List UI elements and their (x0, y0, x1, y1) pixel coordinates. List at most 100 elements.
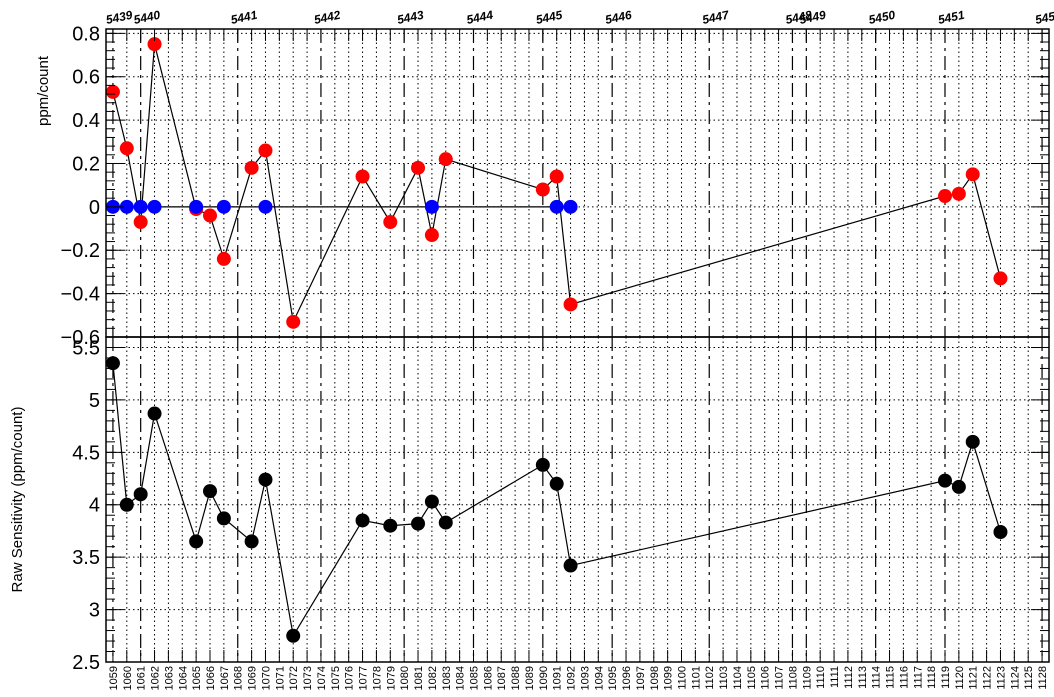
x-tick-label: 1086 (482, 666, 494, 690)
x-tick-label: 1103 (718, 666, 730, 690)
plot-frame (105, 336, 1050, 663)
x-tick-label: 1113 (857, 666, 869, 689)
data-point (424, 494, 439, 509)
x-tick-label: 1119 (940, 666, 952, 689)
x-tick-label: 1082 (427, 666, 439, 690)
x-tick-label: 1091 (552, 666, 564, 690)
data-point (355, 513, 370, 528)
data-point (993, 271, 1008, 286)
data-point (189, 199, 204, 214)
run-label: 5453 (1034, 8, 1054, 27)
data-point (563, 199, 578, 214)
x-tick-label: 1097 (635, 666, 647, 690)
x-tick-label: 1109 (801, 666, 813, 690)
x-tick-label: 1122 (982, 666, 994, 690)
x-tick-label: 1123 (995, 666, 1007, 690)
y-tick-label: −0.4 (61, 284, 100, 306)
labels-layer: −0.6 −0.4 −0.2 0 0.2 0.4 0.6 0.8 ppm/count 2.5 3 3.… (9, 7, 1054, 690)
data-point (216, 511, 231, 526)
y-tick-label: 0.6 (72, 67, 100, 89)
x-tick-label: 1084 (455, 666, 467, 690)
data-point (133, 215, 148, 230)
x-tick-label: 1076 (344, 666, 356, 690)
data-point (133, 487, 148, 502)
data-point (424, 228, 439, 243)
x-tick-label: 1120 (954, 666, 966, 690)
x-tick-label: 1098 (649, 666, 661, 690)
x-tick-label: 1128 (1037, 666, 1049, 690)
data-point (937, 473, 952, 488)
x-tick-label: 1090 (538, 666, 550, 690)
x-tick-label: 1117 (912, 666, 924, 689)
y-tick-label: 2.5 (72, 652, 100, 674)
data-point (438, 152, 453, 167)
x-tick-label: 1063 (163, 666, 175, 690)
y-tick-label: 0 (89, 197, 100, 219)
x-tick-label: 1102 (704, 666, 716, 690)
data-point (133, 199, 148, 214)
x-tick-label: 1066 (205, 666, 217, 690)
x-tick-label: 1124 (1009, 666, 1021, 690)
data-point (549, 476, 564, 491)
x-tick-label: 1085 (468, 666, 480, 690)
y-tick-label: 4.5 (72, 442, 100, 464)
data-point (383, 215, 398, 230)
run-label: 5448 (784, 8, 813, 27)
data-point (355, 169, 370, 184)
x-tick-label: 1074 (316, 666, 328, 690)
x-tick-label: 1069 (247, 666, 259, 690)
x-tick-label: 1108 (787, 666, 799, 690)
x-tick-label: 1110 (815, 666, 827, 689)
data-point (147, 406, 162, 421)
y-axis-label: Raw Sensitivity (ppm/count) (9, 407, 26, 593)
y-tick-label: 3.5 (72, 547, 100, 569)
x-tick-label: 1068 (233, 666, 245, 690)
x-tick-label: 1099 (663, 666, 675, 690)
x-tick-label: 1077 (358, 666, 370, 690)
data-point (244, 160, 259, 175)
x-tick-label: 1061 (136, 666, 148, 690)
y-tick-label: 0.8 (72, 23, 100, 45)
y-tick-label: 0.4 (72, 110, 100, 132)
run-label: 5441 (229, 8, 258, 27)
x-tick-label: 1088 (510, 666, 522, 690)
y-tick-label: −0.2 (61, 240, 100, 262)
x-tick-label: 1070 (260, 666, 272, 690)
data-point (563, 558, 578, 573)
x-tick-label: 1115 (885, 666, 897, 689)
x-tick-label: 1101 (690, 666, 702, 690)
run-label: 5440 (132, 8, 161, 27)
x-tick-label: 1121 (968, 666, 980, 690)
run-label: 5446 (604, 8, 633, 27)
x-tick-label: 1062 (150, 666, 162, 690)
x-tick-label: 1116 (898, 666, 910, 689)
data-point (258, 143, 273, 158)
data-point (563, 297, 578, 312)
x-tick-label: 1060 (122, 666, 134, 690)
data-point (286, 628, 301, 643)
data-point (216, 251, 231, 266)
x-tick-label: 1118 (926, 666, 938, 689)
x-tick-label: 1114 (871, 666, 883, 689)
data-point (438, 515, 453, 530)
grid-layer (106, 29, 1049, 662)
run-label: 5450 (867, 8, 896, 27)
run-label: 5445 (535, 8, 564, 27)
run-label: 5451 (937, 8, 966, 27)
x-tick-label: 1125 (1023, 666, 1035, 690)
axes-layer (105, 28, 1050, 663)
x-tick-label: 1112 (843, 666, 855, 689)
x-tick-label: 1095 (607, 666, 619, 690)
y-tick-label: 5 (89, 390, 100, 412)
x-tick-label: 1065 (191, 666, 203, 690)
run-label: 5444 (465, 8, 494, 27)
run-label: 5442 (313, 8, 342, 27)
x-tick-label: 1111 (829, 666, 841, 688)
data-point (258, 199, 273, 214)
data-point (993, 525, 1008, 539)
data-point (244, 534, 259, 549)
x-tick-label: 1083 (441, 666, 453, 690)
y-tick-label: 3 (89, 600, 100, 622)
x-tick-label: 1081 (413, 666, 425, 690)
